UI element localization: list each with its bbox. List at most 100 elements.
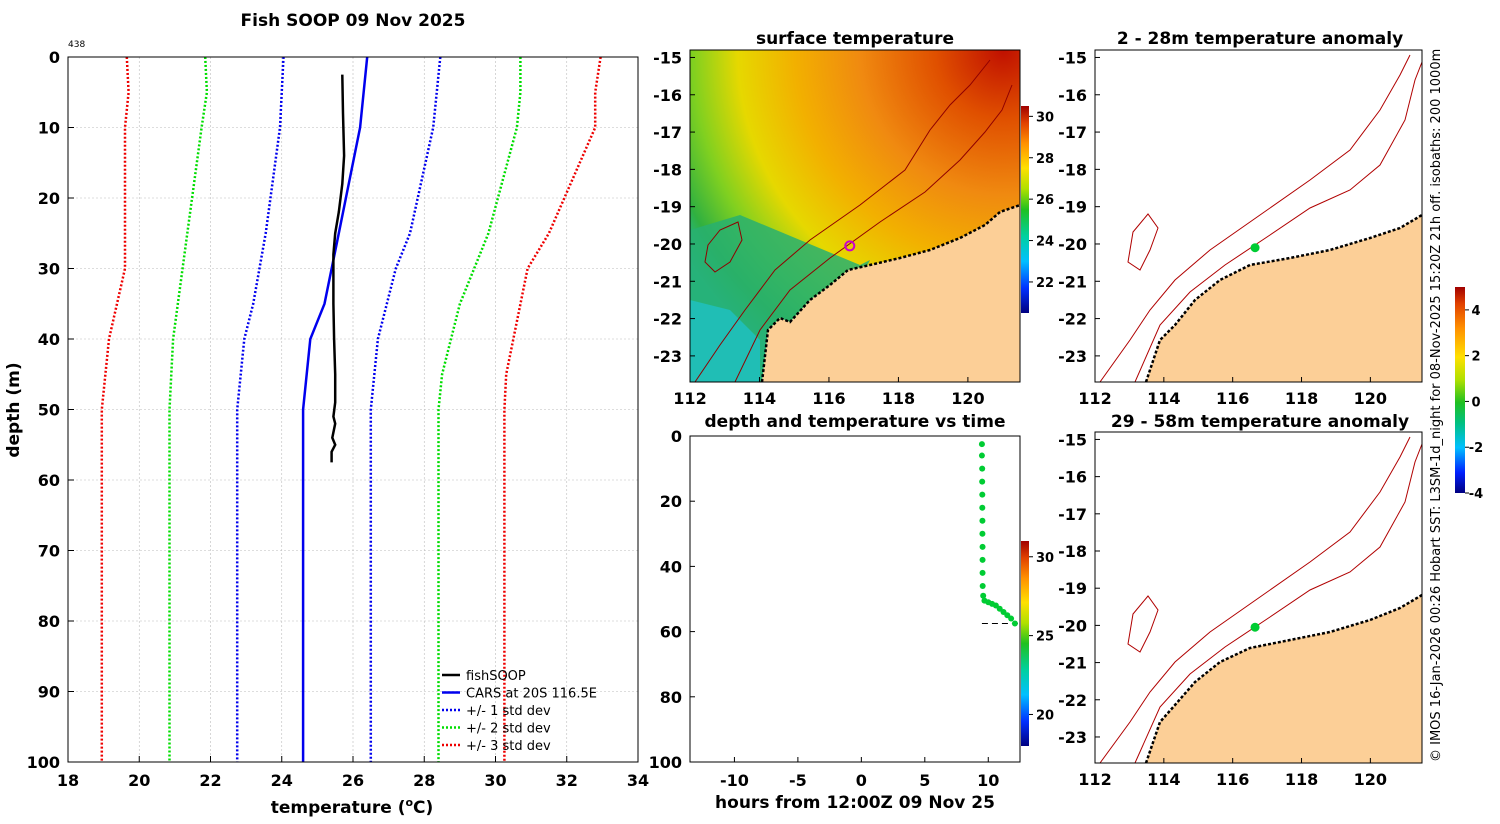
sst-land xyxy=(762,205,1020,382)
sst-colorbar-ticks: 22 24 26 28 30 xyxy=(1029,110,1054,291)
timeseries-marks xyxy=(978,441,1020,627)
sst-isobath-200 xyxy=(734,84,1013,382)
anomaly-deep-x-tick-label: 116 xyxy=(1216,770,1249,789)
profile-series-2std-lower xyxy=(168,56,209,762)
anomaly-deep-y-tick-label: -23 xyxy=(1058,728,1087,747)
anomaly-deep-isobath-1000 xyxy=(1099,436,1411,763)
timeseries-chart: depth and temperature vs time -10 -5 0 5 100… xyxy=(649,412,1055,813)
timeseries-point xyxy=(979,465,986,472)
timeseries-point xyxy=(979,569,986,576)
profile-ylabel: depth (m) xyxy=(4,362,24,457)
profile-x-tick-label: 24 xyxy=(271,771,293,790)
anomaly-shallow-y-tick-label: -18 xyxy=(1058,160,1087,179)
sst-y-tick-label: -23 xyxy=(653,347,682,366)
profile-title: Fish SOOP 09 Nov 2025 xyxy=(241,11,466,31)
profile-legend: fishSOOP CARS at 20S 116.5E +/- 1 std dev +… xyxy=(442,669,597,754)
anomaly-shallow-y-tick-label: -19 xyxy=(1058,198,1087,217)
profile-x-tick-label: 26 xyxy=(342,771,364,790)
sst-axes-frame xyxy=(689,49,1021,383)
timeseries-colorbar-tick-label: 30 xyxy=(1036,551,1054,566)
anomaly-shallow-x-tick-label: 114 xyxy=(1147,389,1180,408)
legend-label: +/- 2 std dev xyxy=(466,722,551,737)
anomaly-shallow-isobath-200 xyxy=(1134,61,1422,382)
profile-y-tick-label: 10 xyxy=(38,119,60,138)
anomaly-deep-x-tick-label: 114 xyxy=(1147,770,1180,789)
sst-island-outline xyxy=(704,221,743,273)
anomaly-deep-y-tick-label: -17 xyxy=(1058,505,1087,524)
anomaly-deep-coast xyxy=(1144,593,1422,763)
timeseries-x-tick-label: -5 xyxy=(789,771,807,790)
timeseries-point xyxy=(979,491,986,498)
anomaly-shallow-x-tick-label: 112 xyxy=(1078,389,1111,408)
sst-ticks: 112 114 116 118 120 -15 -16 -17 -18 -19 -20 -21 -22 -… xyxy=(653,48,985,408)
profile-xlabel: temperature (oC) xyxy=(271,796,434,818)
anomaly-colorbar-tick-label: 0 xyxy=(1471,395,1480,410)
timeseries-y-tick-label: 60 xyxy=(660,623,682,642)
sst-colorbar-tick-label: 30 xyxy=(1036,110,1054,125)
anomaly-deep-y-tick-label: -21 xyxy=(1058,654,1087,673)
profile-y-tick-label: 20 xyxy=(38,189,60,208)
anomaly-shallow-y-tick-label: -22 xyxy=(1058,310,1087,329)
profile-x-tick-label: 22 xyxy=(199,771,221,790)
anomaly-deep-axes-frame xyxy=(1094,431,1423,764)
timeseries-point xyxy=(1011,620,1018,627)
anomaly-deep-station xyxy=(1250,622,1260,632)
sst-x-tick-label: 118 xyxy=(882,389,915,408)
anomaly-shallow-x-tick-label: 118 xyxy=(1285,389,1318,408)
timeseries-colorbar-tick-label: 25 xyxy=(1036,630,1054,645)
anomaly-deep-y-tick-label: -20 xyxy=(1058,616,1087,635)
timeseries-point xyxy=(979,556,986,563)
timeseries-x-tick-label: 5 xyxy=(919,771,930,790)
anomaly-deep-land xyxy=(1146,595,1422,763)
profile-y-tick-label: 30 xyxy=(38,260,60,279)
timeseries-axes-frame xyxy=(689,435,1021,763)
timeseries-point xyxy=(979,517,986,524)
anomaly-deep-y-tick-label: -16 xyxy=(1058,468,1087,487)
timeseries-point xyxy=(979,530,986,537)
legend-label: CARS at 20S 116.5E xyxy=(466,687,597,702)
anomaly-map-shallow: 2 - 28m temperature anomaly 112 114 116 118… xyxy=(1058,29,1423,408)
profile-series-1std-lower xyxy=(235,56,285,762)
anomaly-shallow-land xyxy=(1146,215,1422,382)
profile-y-tick-label: 0 xyxy=(49,48,60,67)
sst-station-marker xyxy=(844,240,856,252)
timeseries-point xyxy=(979,504,986,511)
timeseries-colorbar-tick-label: 20 xyxy=(1036,708,1054,723)
profile-series-3std-lower xyxy=(100,56,130,762)
anomaly-deep-y-tick-label: -15 xyxy=(1058,430,1087,449)
anomaly-deep-x-tick-label: 118 xyxy=(1285,770,1318,789)
timeseries-point xyxy=(979,478,986,485)
anomaly-deep-title: 29 - 58m temperature anomaly xyxy=(1111,412,1409,432)
timeseries-point xyxy=(978,441,985,448)
profile-series-2std-upper xyxy=(437,57,522,762)
timeseries-x-tick-label: -10 xyxy=(720,771,749,790)
profile-series-cars xyxy=(301,56,369,762)
timeseries-point xyxy=(979,543,986,550)
anomaly-shallow-isobath-1000 xyxy=(1099,54,1411,382)
sst-y-tick-label: -21 xyxy=(653,272,682,291)
sst-x-tick-label: 120 xyxy=(951,389,984,408)
sst-y-tick-label: -19 xyxy=(653,198,682,217)
legend-label: fishSOOP xyxy=(466,669,526,684)
anomaly-shallow-y-tick-label: -21 xyxy=(1058,272,1087,291)
sst-colorbar-tick-label: 26 xyxy=(1036,193,1054,208)
sst-colorbar xyxy=(1021,106,1029,313)
anomaly-shallow-y-tick-label: -23 xyxy=(1058,347,1087,366)
sst-y-tick-label: -18 xyxy=(653,160,682,179)
profile-id-label: 438 xyxy=(68,40,85,50)
anomaly-shallow-title: 2 - 28m temperature anomaly xyxy=(1117,29,1403,49)
profile-y-tick-label: 50 xyxy=(38,401,60,420)
anomaly-colorbar-tick-label: 2 xyxy=(1471,350,1480,365)
anomaly-deep-x-tick-label: 120 xyxy=(1354,770,1387,789)
anomaly-deep-y-tick-label: -18 xyxy=(1058,542,1087,561)
sst-colorbar-tick-label: 22 xyxy=(1036,276,1054,291)
timeseries-title: depth and temperature vs time xyxy=(705,412,1006,432)
sst-isobath-1000 xyxy=(694,59,991,382)
timeseries-colorbar-ticks: 20 25 30 xyxy=(1029,551,1054,723)
anomaly-shallow-y-tick-label: -15 xyxy=(1058,48,1087,67)
sst-y-tick-label: -17 xyxy=(653,123,682,142)
profile-x-tick-label: 28 xyxy=(413,771,435,790)
anomaly-shallow-station xyxy=(1250,243,1260,253)
